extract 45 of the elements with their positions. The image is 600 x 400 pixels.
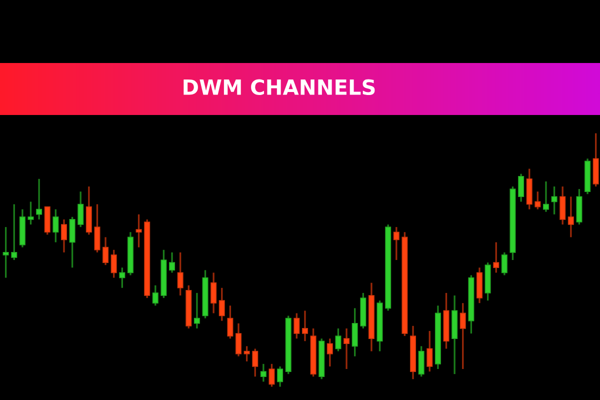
- candlestick: [11, 203, 18, 261]
- candlestick: [28, 200, 34, 226]
- candlestick: [418, 345, 424, 378]
- candlestick: [102, 236, 109, 266]
- candlestick: [152, 284, 158, 306]
- candlestick: [194, 292, 200, 330]
- candlestick: [78, 190, 84, 228]
- candlestick: [268, 363, 275, 388]
- candlestick: [236, 322, 242, 358]
- candlestick: [227, 304, 234, 340]
- candlestick: [344, 328, 350, 370]
- candlestick: [335, 328, 342, 352]
- candlestick: [460, 302, 466, 370]
- candlestick: [568, 196, 574, 238]
- candlestick: [501, 252, 508, 276]
- candlestick: [393, 226, 400, 261]
- candlestick: [177, 252, 184, 296]
- candlestick: [110, 249, 117, 279]
- candlestick: [426, 330, 433, 372]
- candlestick: [52, 208, 59, 244]
- candlestick: [244, 345, 250, 362]
- candlestick: [69, 216, 76, 268]
- candlestick: [218, 287, 225, 322]
- candlestick: [493, 241, 500, 274]
- candlestick: [302, 310, 308, 342]
- candlestick: [252, 348, 258, 378]
- candlestick: [60, 218, 67, 254]
- candlestick: [352, 307, 358, 358]
- candlestick: [551, 186, 558, 216]
- candlestick: [210, 272, 217, 314]
- candlestick: [542, 180, 549, 213]
- chart-title: DWM CHANNELS: [184, 79, 375, 96]
- candlestick: [2, 226, 9, 279]
- candlestick: [169, 252, 176, 274]
- candlestick: [534, 190, 541, 210]
- candlestick: [136, 214, 142, 248]
- candlestick: [277, 366, 284, 388]
- candlestick: [518, 172, 524, 203]
- candlestick: [294, 312, 300, 340]
- candlestick: [36, 178, 42, 220]
- candlestick: [560, 186, 566, 226]
- candlestick: [94, 203, 100, 254]
- candlestick: [119, 266, 126, 289]
- candlestick: [326, 338, 333, 368]
- candlestick: [260, 363, 266, 382]
